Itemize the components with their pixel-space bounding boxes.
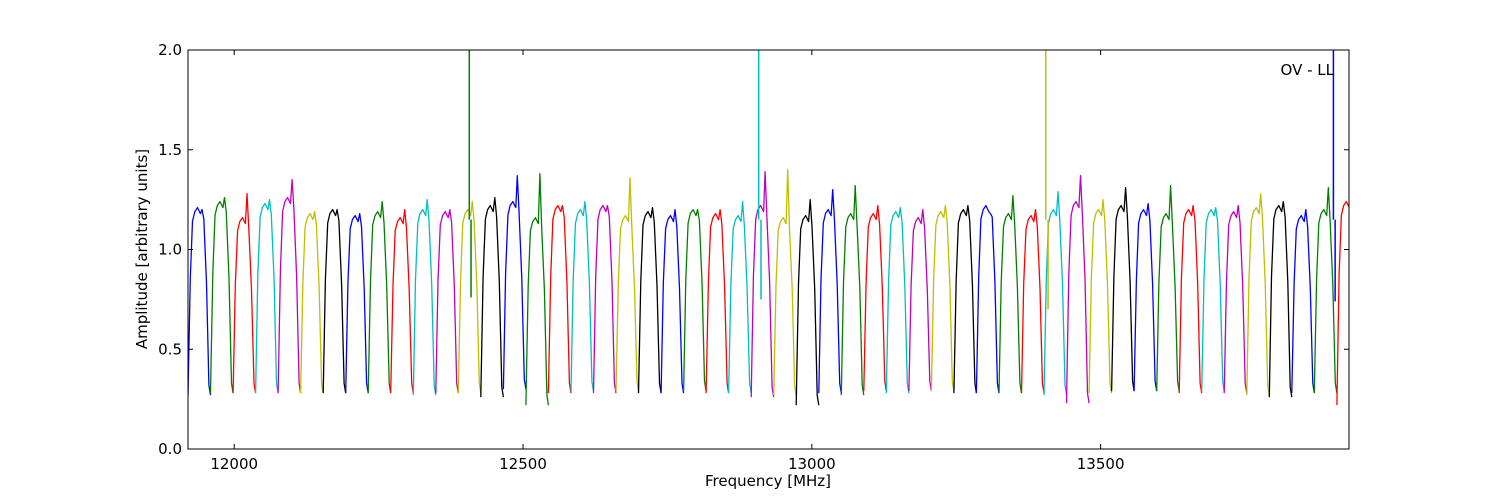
channel-trace-22 <box>660 208 685 394</box>
channel-trace-9 <box>367 200 392 394</box>
channel-trace-42 <box>1110 187 1135 392</box>
channel-trace-43 <box>1133 202 1158 392</box>
channel-trace-10 <box>390 208 414 394</box>
channel-trace-46 <box>1201 206 1225 392</box>
x-tick-label-12000: 12000 <box>210 455 258 473</box>
channel-trace-14 <box>480 196 505 398</box>
channel-trace-44 <box>1156 185 1180 392</box>
y-tick-label-1: 0.5 <box>158 340 182 358</box>
channel-trace-26 <box>750 171 775 398</box>
channel-trace-31 <box>863 204 887 392</box>
channel-trace-49 <box>1268 200 1293 398</box>
series-layer <box>188 50 1349 406</box>
channel-trace-7 <box>322 208 347 394</box>
x-tick-label-13500: 13500 <box>1077 455 1125 473</box>
channel-trace-52 <box>1336 199 1349 406</box>
channel-trace-28 <box>795 198 820 406</box>
channel-trace-50 <box>1291 208 1315 394</box>
channel-trace-19 <box>592 204 617 394</box>
channel-trace-21 <box>637 206 662 394</box>
channel-trace-15 <box>502 175 527 390</box>
channel-trace-47 <box>1223 204 1248 394</box>
channel-trace-17 <box>547 204 572 394</box>
channel-trace-4 <box>254 198 279 394</box>
channel-trace-13 <box>457 200 482 394</box>
channel-trace-34 <box>930 204 955 392</box>
channel-trace-3 <box>232 192 257 394</box>
channel-trace-1 <box>188 206 212 396</box>
x-tick-label-12500: 12500 <box>499 455 547 473</box>
channel-trace-20 <box>615 177 640 392</box>
channel-trace-12 <box>435 208 459 394</box>
x-tick-label-13000: 13000 <box>788 455 836 473</box>
channel-trace-33 <box>908 208 933 392</box>
channel-trace-23 <box>682 208 707 392</box>
channel-trace-38 <box>1020 208 1045 394</box>
y-tick-label-0: 0.0 <box>158 440 182 458</box>
chart-annotation: OV - LL <box>1281 61 1335 79</box>
channel-trace-51 <box>1313 187 1338 394</box>
channel-trace-8 <box>345 212 369 394</box>
channel-trace-32 <box>885 206 910 394</box>
channel-trace-40 <box>1065 175 1090 404</box>
channel-trace-35 <box>953 204 978 394</box>
y-axis-label: Amplitude [arbitrary units] <box>133 149 151 349</box>
channel-trace-5 <box>277 179 302 394</box>
channel-trace-11 <box>412 198 437 396</box>
channel-trace-24 <box>705 208 730 394</box>
axis-layer: 12000 12500 13000 13500 0.0 0.5 1.0 1.5 2.0 <box>158 41 1349 473</box>
channel-trace-37 <box>998 194 1023 394</box>
channel-trace-2 <box>209 196 234 394</box>
channel-trace-36 <box>975 204 1000 394</box>
channel-trace-18 <box>570 200 595 392</box>
y-tick-label-3: 1.5 <box>158 141 182 159</box>
channel-trace-6 <box>299 210 324 394</box>
y-tick-label-2: 1.0 <box>158 241 182 259</box>
x-axis-label: Frequency [MHz] <box>705 472 831 490</box>
channel-trace-48 <box>1246 192 1270 396</box>
channel-trace-45 <box>1178 204 1203 394</box>
channel-trace-25 <box>727 200 752 394</box>
y-tick-label-4: 2.0 <box>158 41 182 59</box>
channel-trace-30 <box>840 185 865 396</box>
channel-trace-41 <box>1088 198 1113 394</box>
channel-trace-27 <box>773 169 797 396</box>
channel-trace-16 <box>525 173 550 406</box>
channel-trace-29 <box>818 188 842 394</box>
